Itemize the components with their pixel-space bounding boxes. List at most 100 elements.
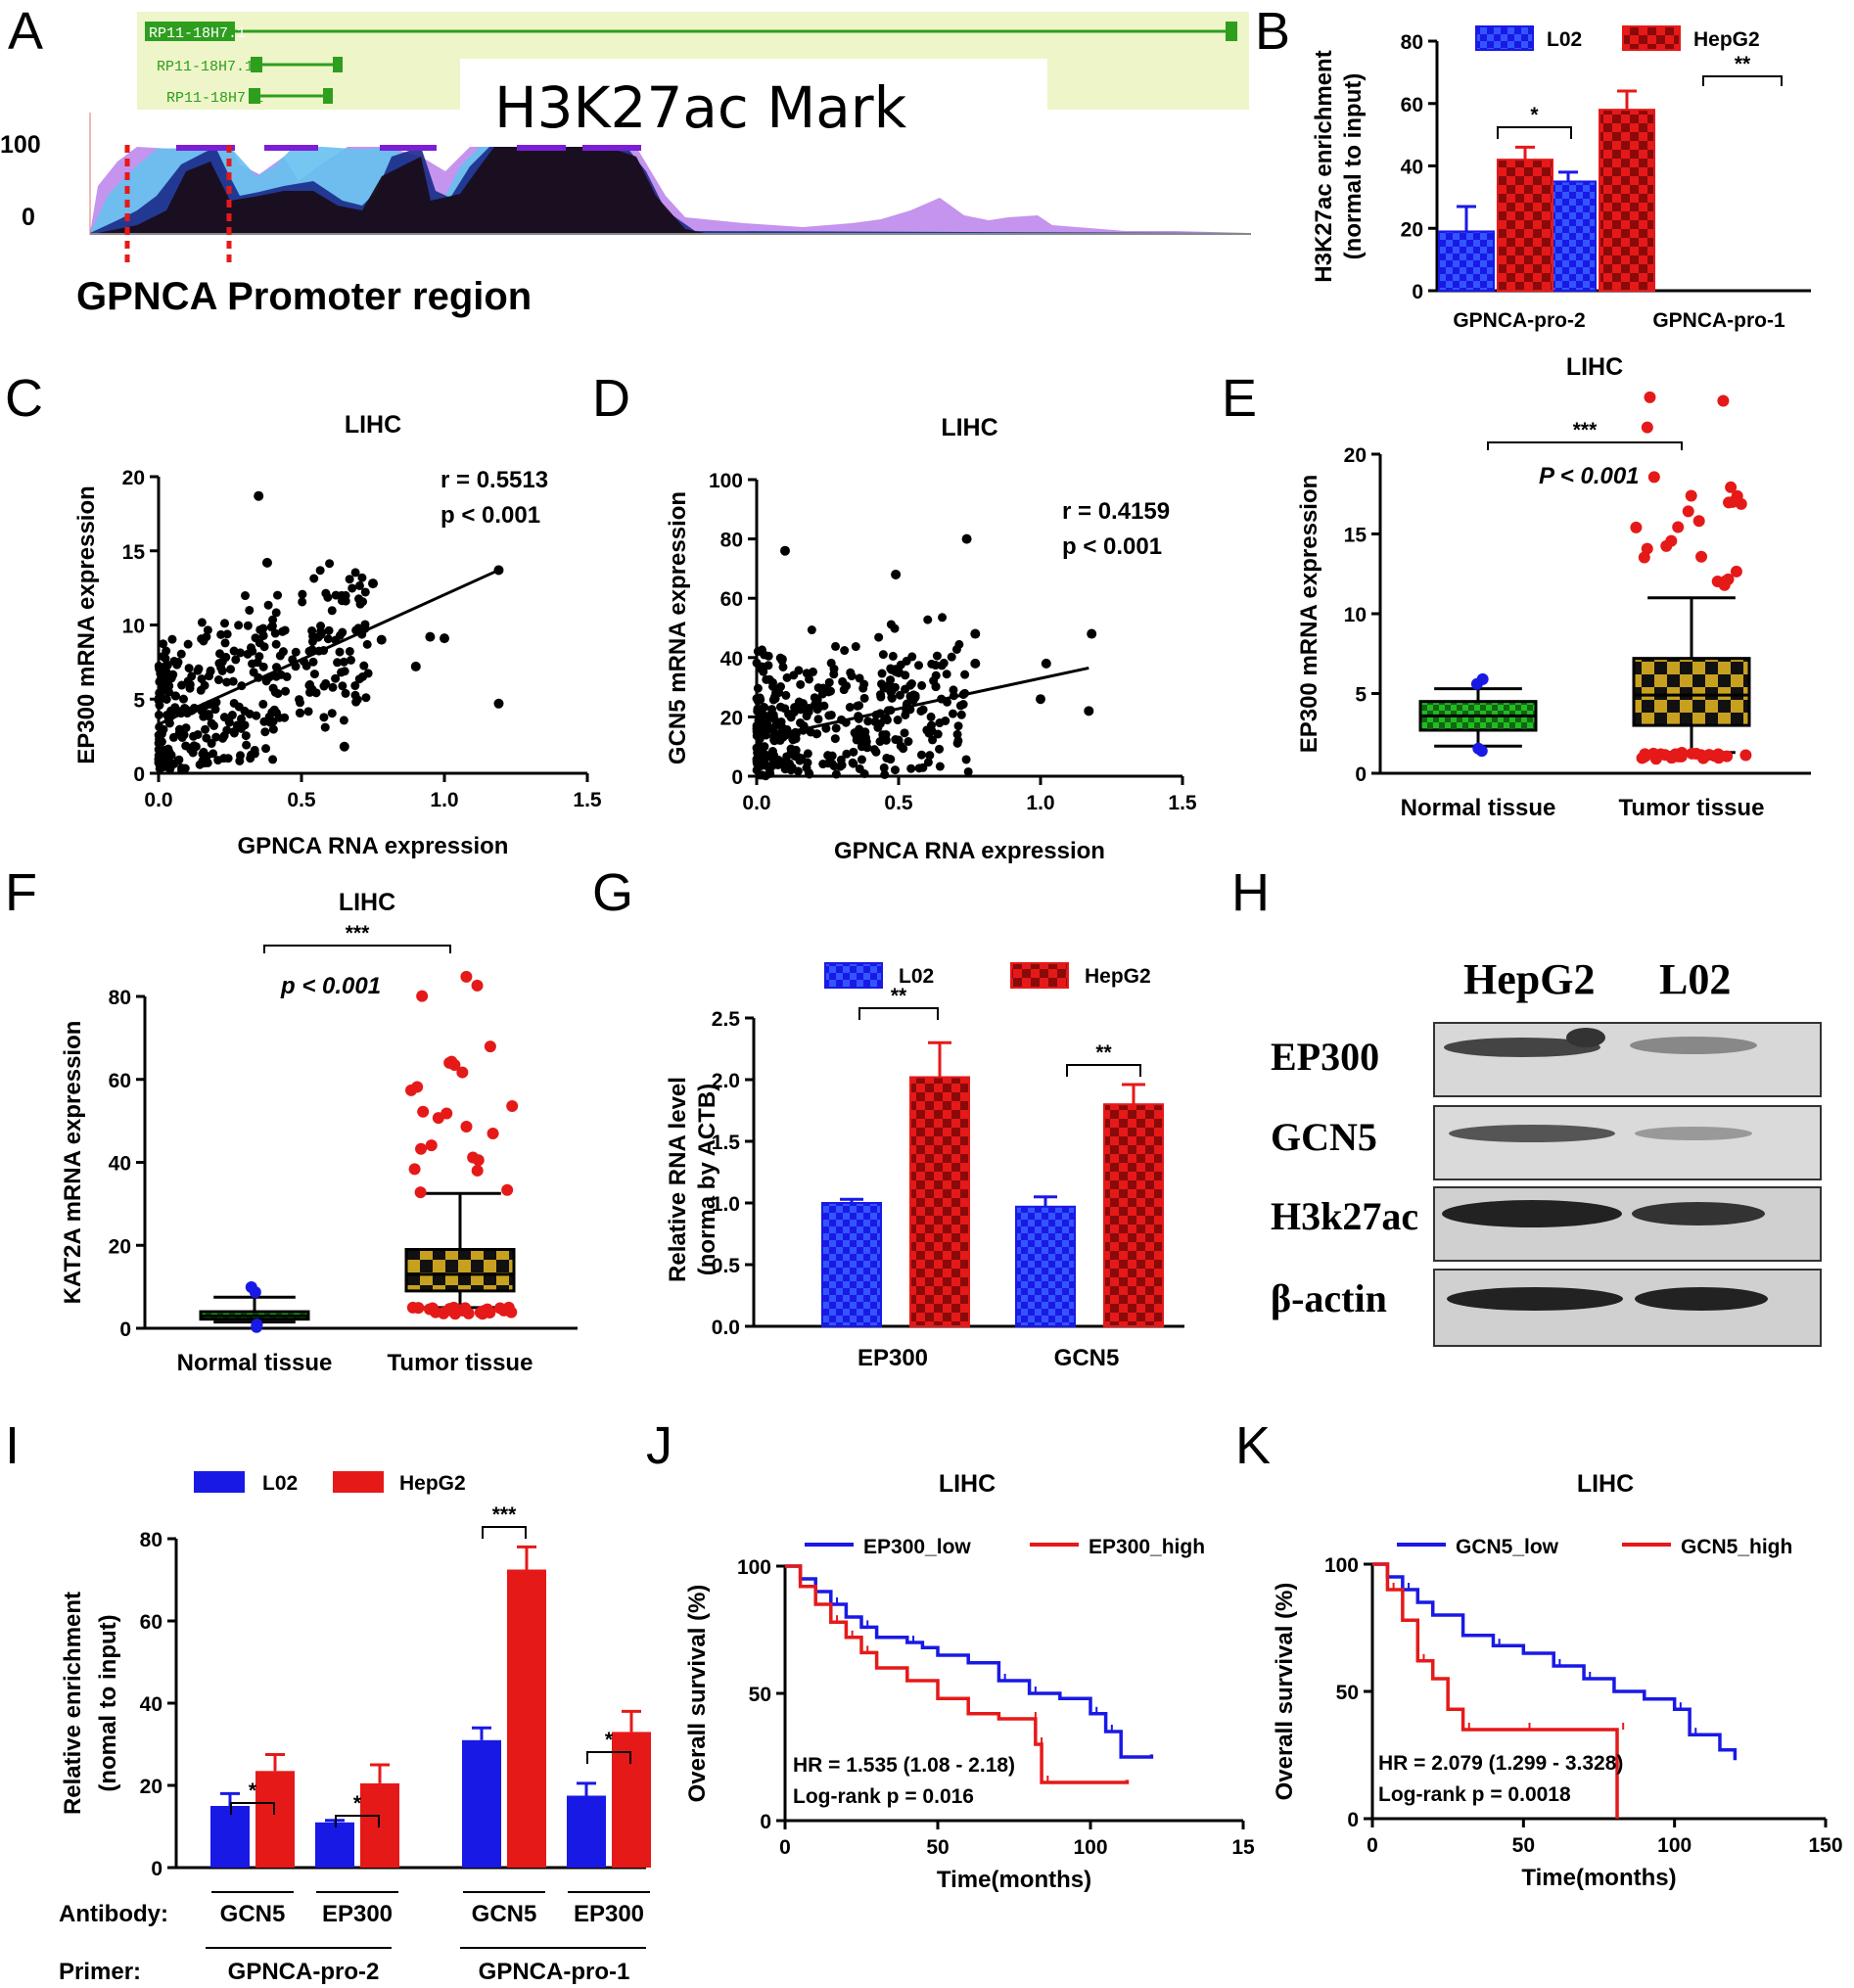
scatter-point: [759, 667, 768, 676]
panel-label-f: F: [5, 863, 37, 922]
y-tick-label: 80: [140, 1529, 162, 1551]
scatter-point: [886, 620, 896, 629]
scatter-point: [328, 682, 338, 692]
scatter-point: [410, 661, 421, 671]
scatter-point: [197, 618, 207, 627]
scatter-point: [309, 670, 319, 679]
significance-stars: ***: [1573, 419, 1598, 441]
x-tick-label: 0.5: [884, 792, 913, 814]
scatter-point: [350, 681, 360, 691]
scatter-point: [859, 769, 869, 779]
scatter-point: [809, 667, 818, 676]
scatter-point: [770, 694, 780, 704]
row-label-h3k27ac: H3k27ac: [1271, 1194, 1418, 1238]
panel-letters: A B C D E F G H I J K: [5, 2, 1290, 1475]
significance-stars: **: [1095, 1041, 1112, 1064]
scatter-point: [776, 717, 786, 727]
scatter-point: [905, 691, 915, 701]
scatter-point: [222, 725, 232, 735]
panel-i-bar-chart: 0 20 40 60 80 Relative enrichment (nomal to in…: [59, 1471, 651, 1985]
outlier-point: [1735, 497, 1747, 510]
scatter-point: [781, 690, 791, 700]
scatter-point: [803, 749, 812, 759]
scatter-point: [240, 591, 250, 601]
scatter-point: [961, 533, 972, 544]
scatter-point: [752, 658, 762, 668]
panel-j-survival: 0 50 100 0 50 100 15 LIHC Time(months) Overall su…: [684, 1470, 1255, 1893]
panel-h-western-blot: HepG2 L02 EP300 GCN5 H3k27ac β-actin: [1271, 955, 1822, 1347]
scatter-point: [796, 679, 806, 689]
y-tick-label: 40: [140, 1693, 162, 1716]
scatter-point: [216, 629, 226, 639]
scatter-point: [935, 744, 945, 754]
scatter-point: [338, 681, 348, 691]
scatter-point: [811, 700, 820, 710]
scatter-point: [837, 761, 847, 770]
y-tick-label: 0: [760, 1811, 771, 1833]
scatter-point: [807, 625, 816, 635]
scatter-point: [307, 625, 317, 635]
hazard-ratio: HR = 1.535 (1.08 - 2.18): [793, 1754, 1015, 1777]
outlier-point: [1647, 747, 1660, 760]
stat-p: p < 0.001: [280, 973, 381, 999]
scatter-point: [183, 676, 193, 686]
scatter-point: [881, 729, 891, 739]
panel-label-b: B: [1255, 2, 1290, 61]
significance-bracket: [482, 1526, 527, 1539]
scatter-point: [904, 737, 913, 747]
track-background-lower: [460, 59, 1047, 110]
scatter-point: [769, 735, 779, 745]
x-axis-label: GPNCA RNA expression: [834, 838, 1105, 864]
outlier-point: [1695, 550, 1708, 563]
scatter-point: [782, 672, 792, 682]
scatter-point: [849, 747, 858, 757]
category-label: EP300: [857, 1345, 928, 1371]
bar-hepg2: [255, 1771, 295, 1868]
scatter-point: [765, 723, 774, 733]
scatter-point: [155, 701, 164, 711]
outlier-point: [1476, 672, 1489, 685]
scatter-point: [166, 750, 176, 760]
bar-l02: [1438, 230, 1495, 292]
scatter-point: [831, 641, 841, 651]
x-tick-label: 1.0: [1026, 792, 1054, 814]
chart-title: LIHC: [339, 889, 395, 916]
scatter-point: [855, 724, 864, 734]
scatter-point: [926, 712, 936, 721]
bar-l02: [210, 1806, 250, 1868]
scatter-point: [859, 679, 869, 689]
scatter-point: [242, 740, 252, 750]
y-tick-label: 2.0: [712, 1070, 740, 1092]
scatter-point: [947, 652, 956, 662]
scatter-point: [855, 673, 864, 683]
scatter-point: [927, 659, 937, 669]
significance-bracket: [1487, 441, 1683, 450]
box: [1632, 657, 1751, 727]
scatter-point: [252, 711, 261, 720]
y-axis-label: Overall survival (%): [1272, 1583, 1298, 1801]
scatter-point: [173, 756, 183, 765]
x-tick-label: 50: [1512, 1834, 1535, 1857]
scatter-point: [184, 664, 194, 673]
scatter-point: [168, 732, 178, 742]
gene-label-2: RP11-18H7.1: [157, 59, 254, 75]
y-tick-label: 20: [1344, 444, 1367, 467]
scatter-point: [219, 754, 229, 763]
scatter-point: [333, 658, 343, 668]
gene-label-1: RP11-18H7.1: [149, 25, 246, 42]
y-axis-label: (normal to input): [1340, 73, 1367, 260]
scatter-point: [813, 683, 823, 693]
category-label: Tumor tissue: [1619, 795, 1765, 821]
scatter-point: [229, 727, 239, 737]
legend-label: GCN5_low: [1456, 1536, 1559, 1558]
scatter-point: [178, 694, 188, 704]
scatter-point: [918, 705, 928, 715]
scatter-point: [168, 670, 178, 679]
scatter-point: [830, 734, 840, 744]
scatter-point: [237, 714, 247, 723]
outlier-point: [501, 1183, 514, 1196]
scatter-point: [280, 713, 290, 722]
scatter-point: [902, 656, 911, 666]
scatter-point: [780, 545, 790, 556]
y-tick-label: 0: [1412, 281, 1423, 303]
